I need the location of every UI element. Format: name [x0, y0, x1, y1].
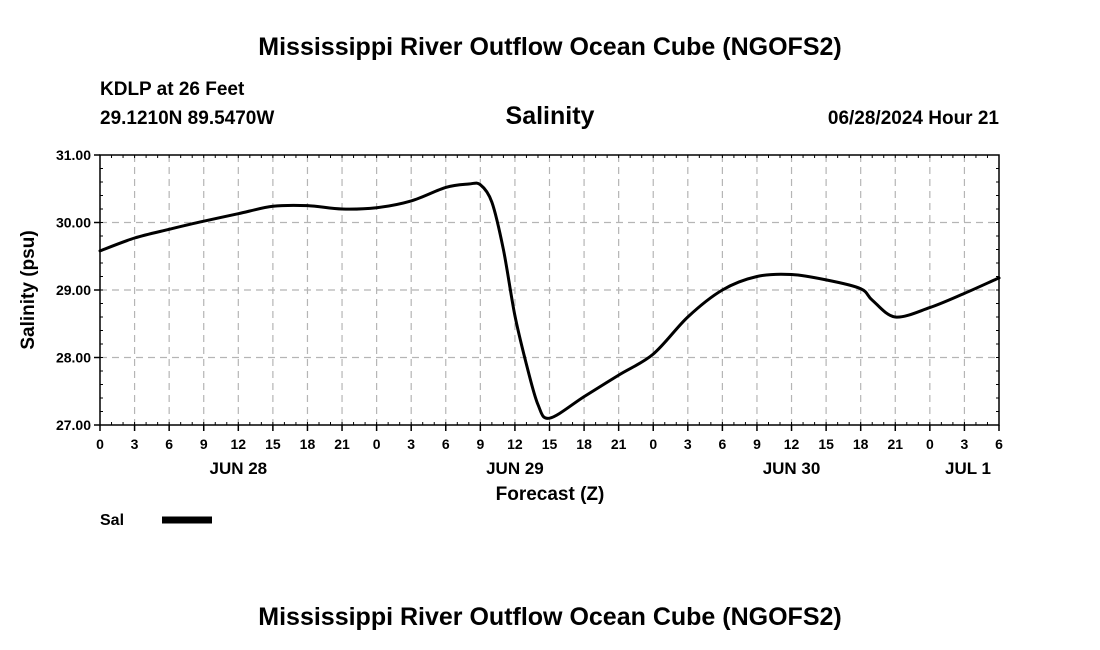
- x-tick-label: 12: [231, 436, 247, 452]
- y-tick-label: 31.00: [56, 147, 91, 163]
- x-tick-label: 9: [753, 436, 761, 452]
- x-tick-label: 18: [576, 436, 592, 452]
- x-tick-label: 3: [961, 436, 969, 452]
- x-tick-label: 3: [131, 436, 139, 452]
- y-tick-label: 28.00: [56, 350, 91, 366]
- y-tick-label: 29.00: [56, 282, 91, 298]
- tick-marks: [94, 154, 1000, 431]
- y-tick-label: 30.00: [56, 215, 91, 231]
- chart-main-title: Mississippi River Outflow Ocean Cube (NG…: [258, 33, 841, 61]
- x-tick-label: 0: [373, 436, 381, 452]
- x-tick-label: 0: [926, 436, 934, 452]
- day-label: JUN 30: [763, 459, 821, 478]
- series-line-sal: [98, 181, 1001, 420]
- day-label: JUN 29: [486, 459, 544, 478]
- x-tick-label: 15: [542, 436, 558, 452]
- x-tick-label: 21: [611, 436, 627, 452]
- x-tick-label: 6: [718, 436, 726, 452]
- x-tick-label: 18: [300, 436, 316, 452]
- x-tick-label: 3: [407, 436, 415, 452]
- y-axis-label: Salinity (psu): [18, 230, 39, 349]
- x-tick-label: 9: [476, 436, 484, 452]
- x-axis-label: Forecast (Z): [496, 484, 605, 505]
- y-tick-label: 27.00: [56, 417, 91, 433]
- station-label: KDLP at 26 Feet: [100, 79, 245, 100]
- legend: Sal: [100, 512, 212, 529]
- x-tick-label: 6: [442, 436, 450, 452]
- x-tick-label: 15: [265, 436, 281, 452]
- footer-title: Mississippi River Outflow Ocean Cube (NG…: [258, 603, 841, 631]
- x-tick-label: 12: [507, 436, 523, 452]
- legend-label: Sal: [100, 512, 124, 529]
- x-tick-label: 18: [853, 436, 869, 452]
- y-tick-labels: 27.00 28.00 29.00 30.00 31.00: [56, 147, 91, 433]
- x-tick-label: 21: [334, 436, 350, 452]
- forecast-datetime: 06/28/2024 Hour 21: [828, 108, 1000, 129]
- x-tick-label: 0: [96, 436, 104, 452]
- x-tick-label: 15: [818, 436, 834, 452]
- x-tick-label: 6: [165, 436, 173, 452]
- x-tick-label: 12: [784, 436, 800, 452]
- x-tick-label: 9: [200, 436, 208, 452]
- x-tick-labels: 0 3 6 9 12 15 18 21 0 3 6 9 12 15 18 21 0 3 6 9 12 15 18 21 0 3 6: [96, 436, 1003, 452]
- day-label: JUL 1: [945, 459, 991, 478]
- x-tick-label: 6: [995, 436, 1003, 452]
- variable-title: Salinity: [506, 102, 595, 130]
- day-label: JUN 28: [209, 459, 267, 478]
- x-tick-label: 0: [649, 436, 657, 452]
- station-coords: 29.1210N 89.5470W: [100, 108, 274, 129]
- day-labels: JUN 28 JUN 29 JUN 30 JUL 1: [209, 459, 991, 478]
- x-tick-label: 3: [684, 436, 692, 452]
- x-tick-label: 21: [887, 436, 903, 452]
